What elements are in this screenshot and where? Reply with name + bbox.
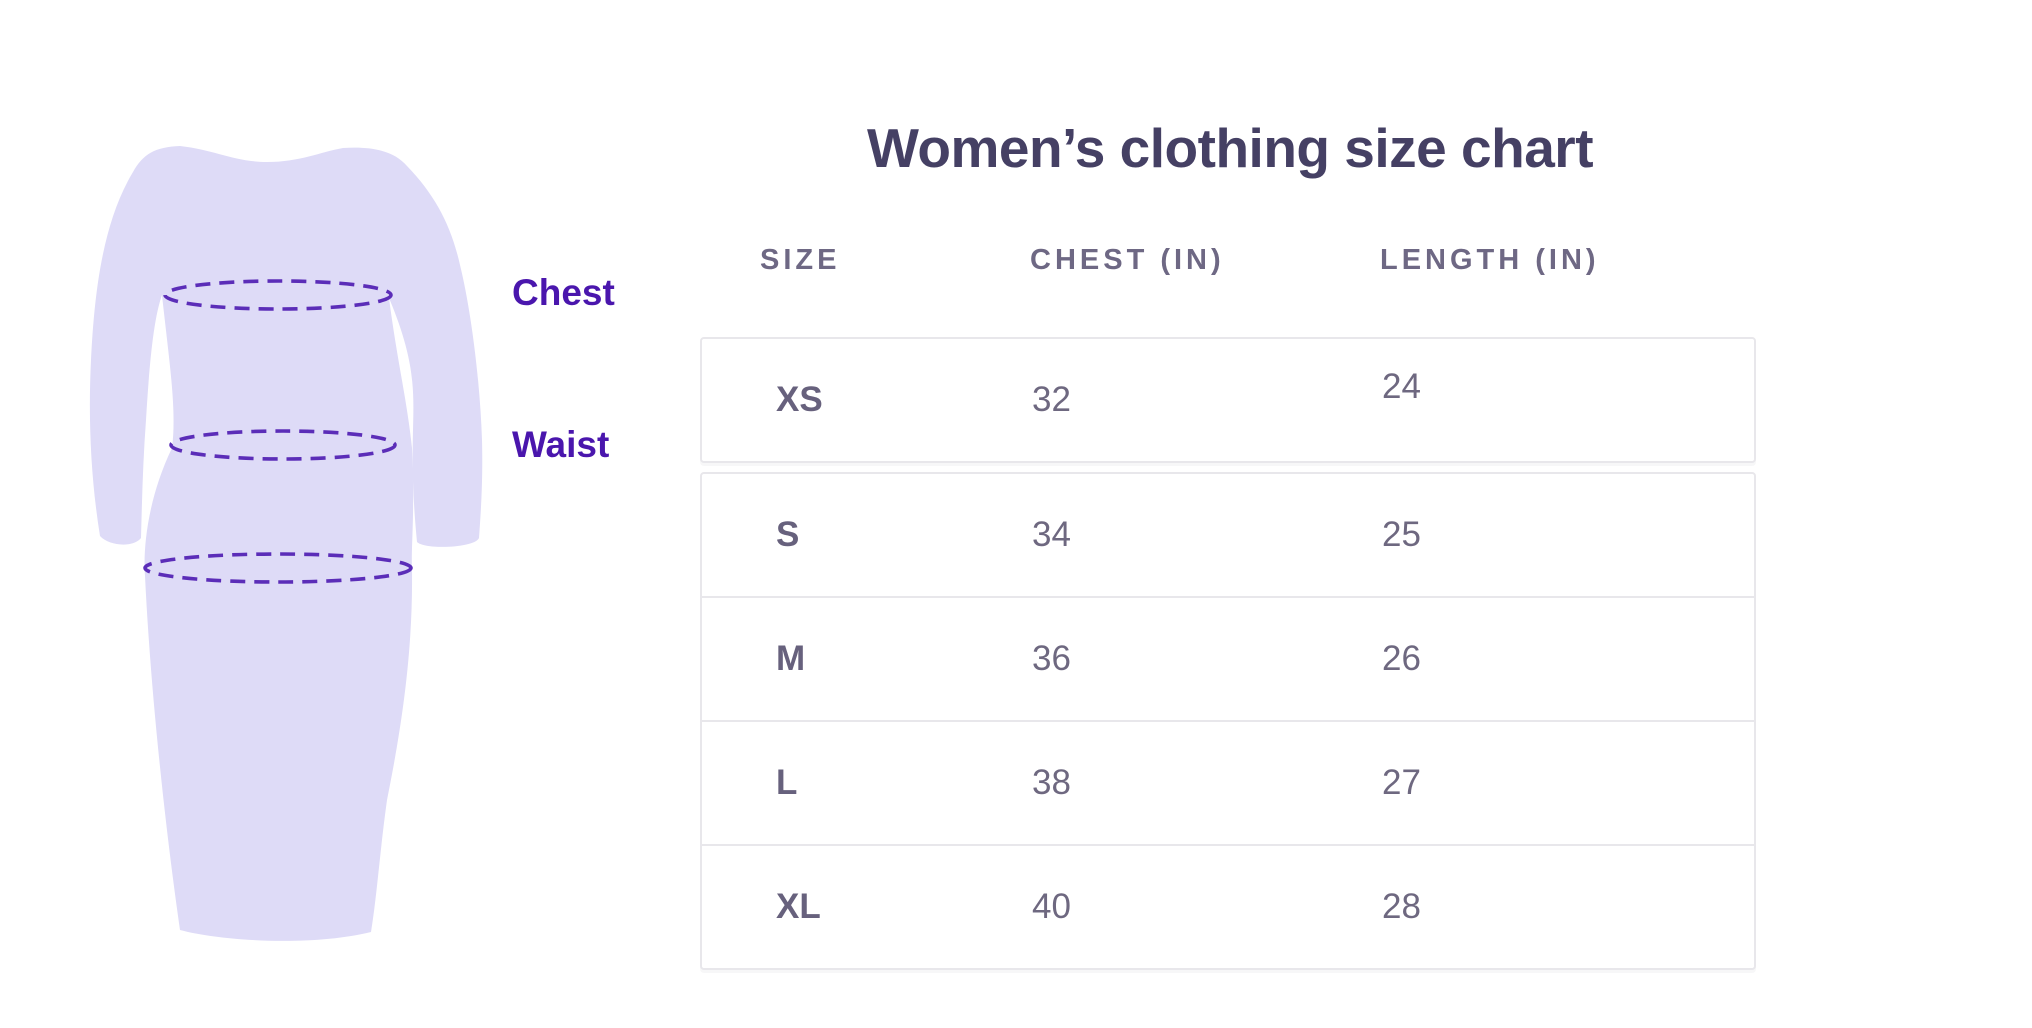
- chest-label: Chest: [512, 272, 615, 313]
- waist-label: Waist: [512, 424, 610, 465]
- table-row-m: M 36 26: [702, 596, 1754, 720]
- table-row-group: S 34 25 M 36 26 L 38 27 XL 40 28: [700, 472, 1756, 970]
- cell-size: L: [776, 763, 798, 802]
- table-header-row: SIZE CHEST (in) LENGTH (in): [700, 232, 1756, 288]
- table-row-xs: XS 32 24: [700, 337, 1756, 463]
- cell-chest: 38: [1032, 763, 1071, 802]
- cell-chest: 36: [1032, 639, 1071, 678]
- header-length: LENGTH (in): [1380, 243, 1600, 276]
- cell-length: 24: [1382, 367, 1421, 406]
- cell-length: 25: [1382, 515, 1421, 554]
- cell-length: 27: [1382, 763, 1421, 802]
- cell-size: XL: [776, 887, 821, 926]
- cell-length: 26: [1382, 639, 1421, 678]
- cell-length: 28: [1382, 887, 1421, 926]
- header-size: SIZE: [760, 243, 841, 276]
- hip-measurement-line: [143, 552, 413, 584]
- table-row-l: L 38 27: [702, 720, 1754, 844]
- cell-size: XS: [776, 380, 823, 419]
- dress-silhouette: [89, 146, 483, 941]
- dress-illustration: [89, 146, 483, 941]
- table-row-s: S 34 25: [702, 474, 1754, 596]
- cell-chest: 34: [1032, 515, 1071, 554]
- chest-measurement-line: [163, 279, 393, 311]
- cell-chest: 40: [1032, 887, 1071, 926]
- page-title: Women’s clothing size chart: [866, 117, 1594, 179]
- cell-size: M: [776, 639, 806, 678]
- table-row-xl: XL 40 28: [702, 844, 1754, 968]
- size-table: SIZE CHEST (in) LENGTH (in) XS 32 24 S 3…: [700, 232, 1756, 970]
- waist-measurement-line: [169, 429, 397, 461]
- header-chest: CHEST (in): [1030, 243, 1225, 276]
- cell-size: S: [776, 515, 800, 554]
- cell-chest: 32: [1032, 380, 1071, 419]
